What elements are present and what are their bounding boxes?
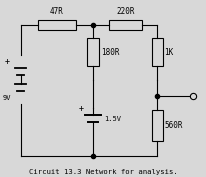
Bar: [38, 20, 75, 30]
Bar: [87, 38, 98, 67]
Text: 560R: 560R: [163, 121, 182, 130]
Text: 47R: 47R: [50, 7, 64, 16]
Text: +: +: [5, 58, 10, 66]
Bar: [151, 110, 162, 141]
Text: +: +: [78, 104, 83, 113]
Text: Circuit 13.3 Network for analysis.: Circuit 13.3 Network for analysis.: [29, 169, 177, 175]
Text: 220R: 220R: [115, 7, 134, 16]
Text: 1.5V: 1.5V: [104, 116, 121, 122]
Text: 180R: 180R: [101, 48, 119, 57]
Text: 1K: 1K: [163, 48, 173, 57]
Bar: [108, 20, 141, 30]
Text: 9V: 9V: [3, 95, 12, 101]
Bar: [151, 38, 162, 67]
